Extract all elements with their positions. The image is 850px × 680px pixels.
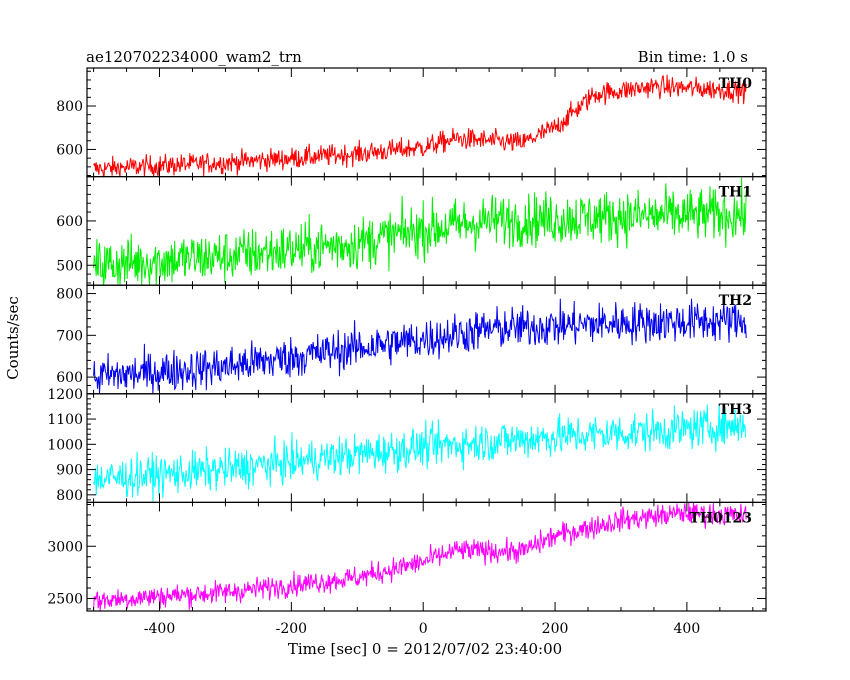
panel-th0123: 2500 3000 TH0123 [47,501,767,612]
panel-label: TH0123 [689,510,752,526]
y-tick-label: 800 [56,99,83,115]
x-tick-label: -200 [276,621,307,637]
y-tick-label: 1200 [47,387,83,403]
y-tick-label: 600 [56,142,83,158]
panel-th2: 600 700 800 TH2 [56,284,767,395]
x-tick-label: -400 [144,621,175,637]
panel-th0: 600 800 TH0 [56,67,767,178]
chart-title: ae120702234000_wam2_trn [86,48,302,66]
panel-label: TH0 [719,76,753,92]
x-axis-label: Time [sec] 0 = 2012/07/02 23:40:00 [288,640,562,658]
y-tick-label: 1100 [47,412,83,428]
x-tick-label: 400 [674,621,701,637]
y-tick-label: 800 [56,488,83,504]
panel-label: TH2 [719,293,752,309]
y-tick-label: 600 [56,370,83,386]
y-tick-label: 3000 [47,539,83,555]
panel-label: TH1 [719,185,752,201]
y-tick-label: 1000 [47,437,83,453]
panel-label: TH3 [719,402,752,418]
series-line-th0123 [93,502,747,612]
y-tick-label: 800 [56,287,83,303]
panel-th3: 800 900 1000 1100 1200 TH3 [47,387,767,504]
y-tick-label: 500 [56,258,83,274]
y-tick-label: 900 [56,463,83,479]
y-tick-label: 700 [56,328,83,344]
bin-time-label: Bin time: 1.0 s [638,48,748,66]
x-tick-label: 0 [419,621,428,637]
series-line-th0 [93,74,747,178]
y-axis-label: Counts/sec [4,296,22,380]
series-line-th1 [93,177,747,286]
y-tick-label: 2500 [47,591,83,607]
series-line-th2 [93,298,747,394]
x-tick-label: 200 [542,621,569,637]
series-line-th3 [93,403,747,503]
panel-th1: 500 600 TH1 [56,176,767,286]
panels: 600 800 TH0 500 600 TH1 600 700 800 TH2 800 900 1000… [47,67,767,637]
y-tick-label: 600 [56,214,83,230]
